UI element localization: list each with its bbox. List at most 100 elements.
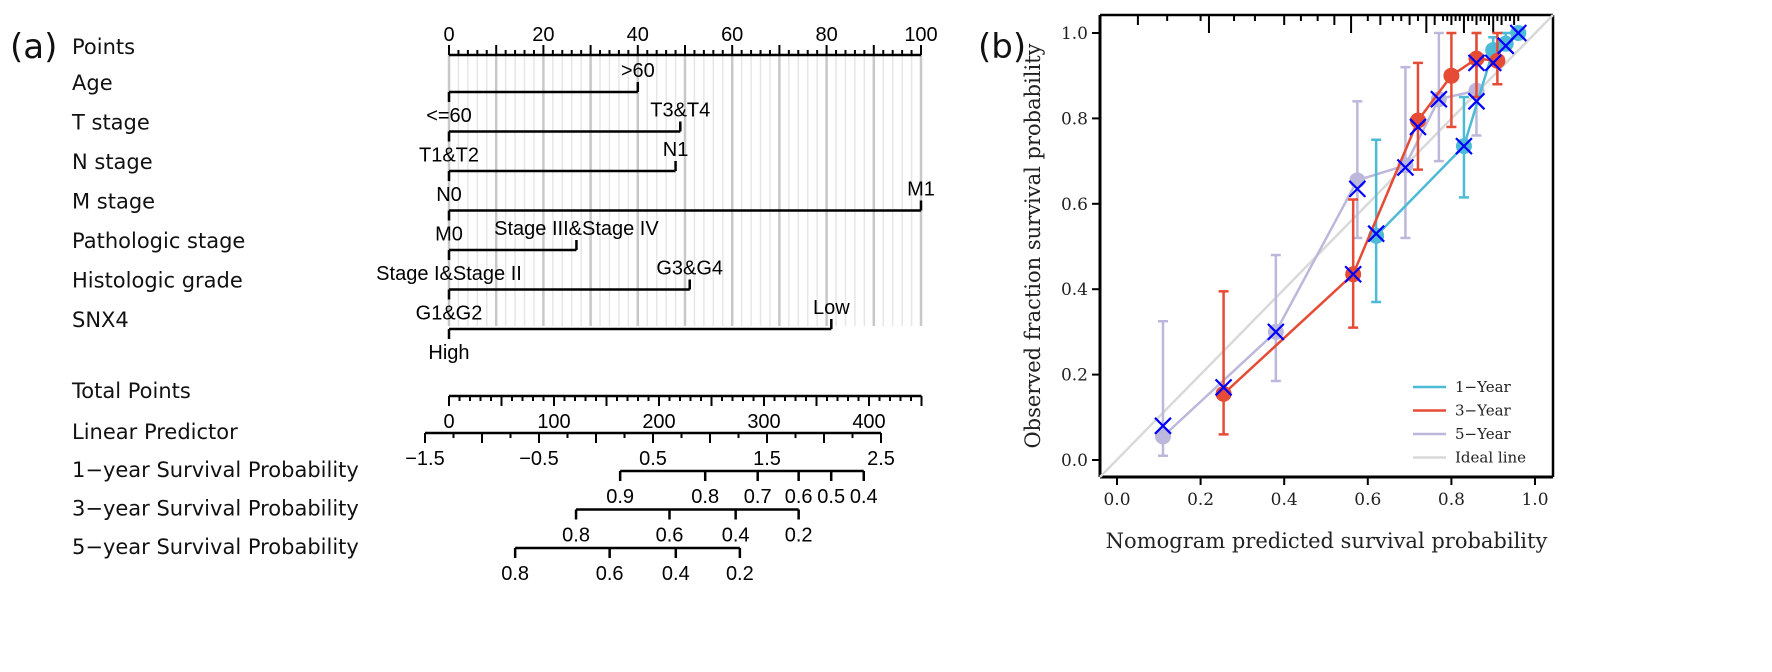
legend-label: Ideal line: [1455, 449, 1526, 467]
data-point: [1468, 50, 1485, 67]
variable-label: Age: [72, 71, 113, 95]
linear-predictor-tick-label: 0.5: [639, 448, 667, 470]
calibration-plot: 0.0 0.2 0.4 0.6 0.8 1.0 0.0 0.2 0.4 0.6 0.8 1.0 Nomo…: [1021, 13, 1555, 553]
total-points-tick-label: 100: [537, 411, 570, 433]
points-tick-label: 20: [532, 24, 554, 46]
points-tick-label: 80: [815, 24, 837, 46]
level-label: Low: [813, 297, 850, 319]
survival-tick-label: 0.6: [656, 525, 684, 547]
panel-a-label: (a): [10, 27, 57, 67]
level-label: G1&G2: [416, 303, 483, 325]
points-tick-label: 100: [904, 24, 937, 46]
survival-tick-label: 0.8: [562, 525, 590, 547]
x-marker: [1467, 54, 1486, 72]
survival-tick-label: 0.5: [817, 486, 845, 508]
legend-label: 1−Year: [1455, 378, 1512, 396]
y-axis-title: Observed fraction survival probability: [1021, 43, 1045, 448]
x-tick-label: 0.0: [1103, 490, 1130, 510]
linear-predictor-label: Linear Predictor: [72, 420, 238, 444]
total-points-tick-label: 400: [852, 411, 885, 433]
survival-tick-label: 0.4: [722, 525, 750, 547]
level-label: Stage III&Stage IV: [494, 218, 659, 240]
points-tick-label: 40: [627, 24, 649, 46]
survival-tick-label: 0.9: [606, 486, 634, 508]
linear-predictor-tick-label: −0.5: [519, 448, 558, 470]
data-point: [1489, 52, 1506, 69]
survival-tick-label: 0.7: [744, 486, 772, 508]
x-marker-stroke: [1455, 137, 1473, 155]
level-label: T3&T4: [650, 100, 710, 122]
x-marker-stroke: [1154, 417, 1172, 435]
data-point: [1409, 112, 1426, 129]
level-label: G3&G4: [656, 258, 723, 280]
survival-tick-label: 0.2: [726, 563, 754, 585]
survival-tick-label: 0.6: [785, 486, 813, 508]
survival-tick-label: 0.4: [850, 486, 878, 508]
x-marker: [1455, 137, 1473, 155]
x-marker-stroke: [1467, 92, 1486, 111]
data-point: [1154, 428, 1171, 445]
points-tick-label: 0: [443, 24, 454, 46]
x-marker: [1430, 90, 1448, 108]
x-marker: [1344, 265, 1362, 284]
x-marker-stroke: [1214, 378, 1233, 397]
x-marker: [1484, 54, 1502, 72]
x-marker: [1267, 323, 1285, 341]
survival-tick-label: 0.8: [691, 486, 719, 508]
x-tick-label: 0.8: [1438, 490, 1465, 510]
linear-predictor-tick-label: 2.5: [867, 448, 895, 470]
x-marker-stroke: [1430, 90, 1448, 108]
legend-label: 5−Year: [1455, 425, 1512, 443]
y-tick-label: 0.4: [1061, 280, 1088, 300]
level-label: N1: [663, 139, 689, 161]
survival-axis-label: 3−year Survival Probability: [72, 497, 359, 521]
y-tick-label: 1.0: [1061, 24, 1088, 44]
x-marker: [1509, 24, 1528, 42]
x-marker-stroke: [1396, 158, 1415, 177]
legend-label: 3−Year: [1455, 402, 1512, 420]
data-point: [1443, 67, 1460, 84]
survival-axis-label: 5−year Survival Probability: [72, 535, 359, 559]
x-marker-stroke: [1367, 224, 1385, 243]
data-point: [1215, 385, 1232, 402]
survival-tick-label: 0.6: [596, 563, 624, 585]
nomogram: Points 0 20 40 60 80 100 Age <=60 >60 T stage T1&T2…: [71, 24, 938, 585]
x-marker: [1348, 180, 1367, 198]
x-axis-title: Nomogram predicted survival probability: [1106, 529, 1548, 553]
variable-label: SNX4: [72, 308, 129, 332]
variable-label: N stage: [72, 150, 153, 174]
points-label: Points: [72, 35, 135, 59]
x-marker: [1396, 158, 1415, 177]
linear-predictor-tick-label: 1.5: [753, 448, 781, 470]
linear-predictor-tick-label: −1.5: [405, 448, 444, 470]
level-label: Stage I&Stage II: [376, 263, 522, 285]
level-label: M0: [435, 224, 463, 246]
level-label: <=60: [426, 105, 472, 127]
level-label: M1: [907, 179, 935, 201]
points-tick-label: 60: [721, 24, 743, 46]
survival-axis-label: 1−year Survival Probability: [72, 458, 359, 482]
survival-tick-label: 0.2: [785, 525, 813, 547]
x-marker: [1367, 224, 1385, 243]
x-marker-stroke: [1467, 54, 1486, 72]
variable-label: M stage: [72, 190, 155, 214]
y-tick-label: 0.0: [1061, 451, 1088, 471]
y-tick-label: 0.6: [1061, 195, 1088, 215]
level-label: N0: [436, 184, 462, 206]
survival-tick-label: 0.8: [501, 563, 529, 585]
variable-label: Histologic grade: [72, 269, 243, 293]
x-tick-label: 0.4: [1271, 490, 1298, 510]
level-label: High: [428, 342, 469, 364]
variable-label: Pathologic stage: [72, 229, 245, 253]
x-marker-stroke: [1267, 323, 1285, 341]
x-marker-stroke: [1509, 24, 1528, 42]
data-point: [1349, 172, 1366, 189]
x-marker: [1467, 92, 1486, 111]
x-tick-label: 0.6: [1354, 490, 1381, 510]
x-marker-stroke: [1484, 54, 1502, 72]
y-tick-label: 0.8: [1061, 109, 1088, 129]
x-marker: [1154, 417, 1172, 435]
x-marker-stroke: [1348, 180, 1367, 198]
total-points-tick-label: 0: [443, 411, 454, 433]
